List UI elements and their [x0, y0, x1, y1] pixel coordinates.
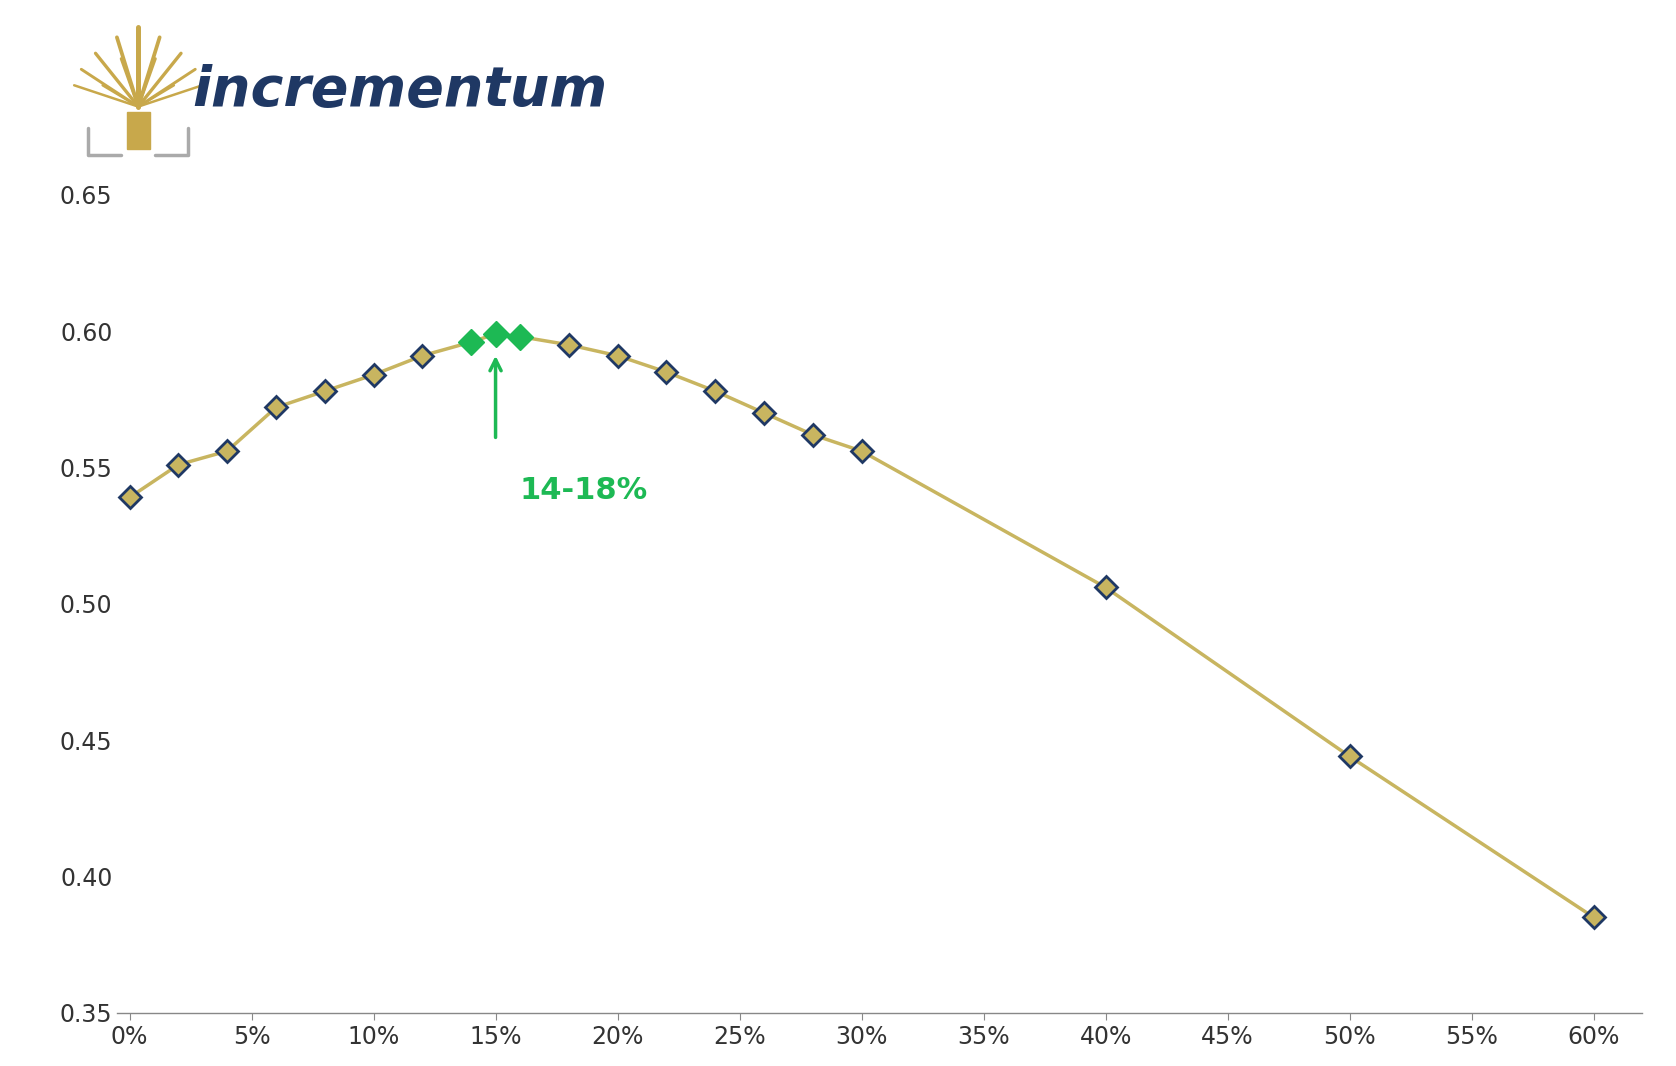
- Bar: [127, 112, 149, 149]
- Text: incrementum: incrementum: [193, 64, 608, 117]
- Text: 14-18%: 14-18%: [520, 475, 649, 504]
